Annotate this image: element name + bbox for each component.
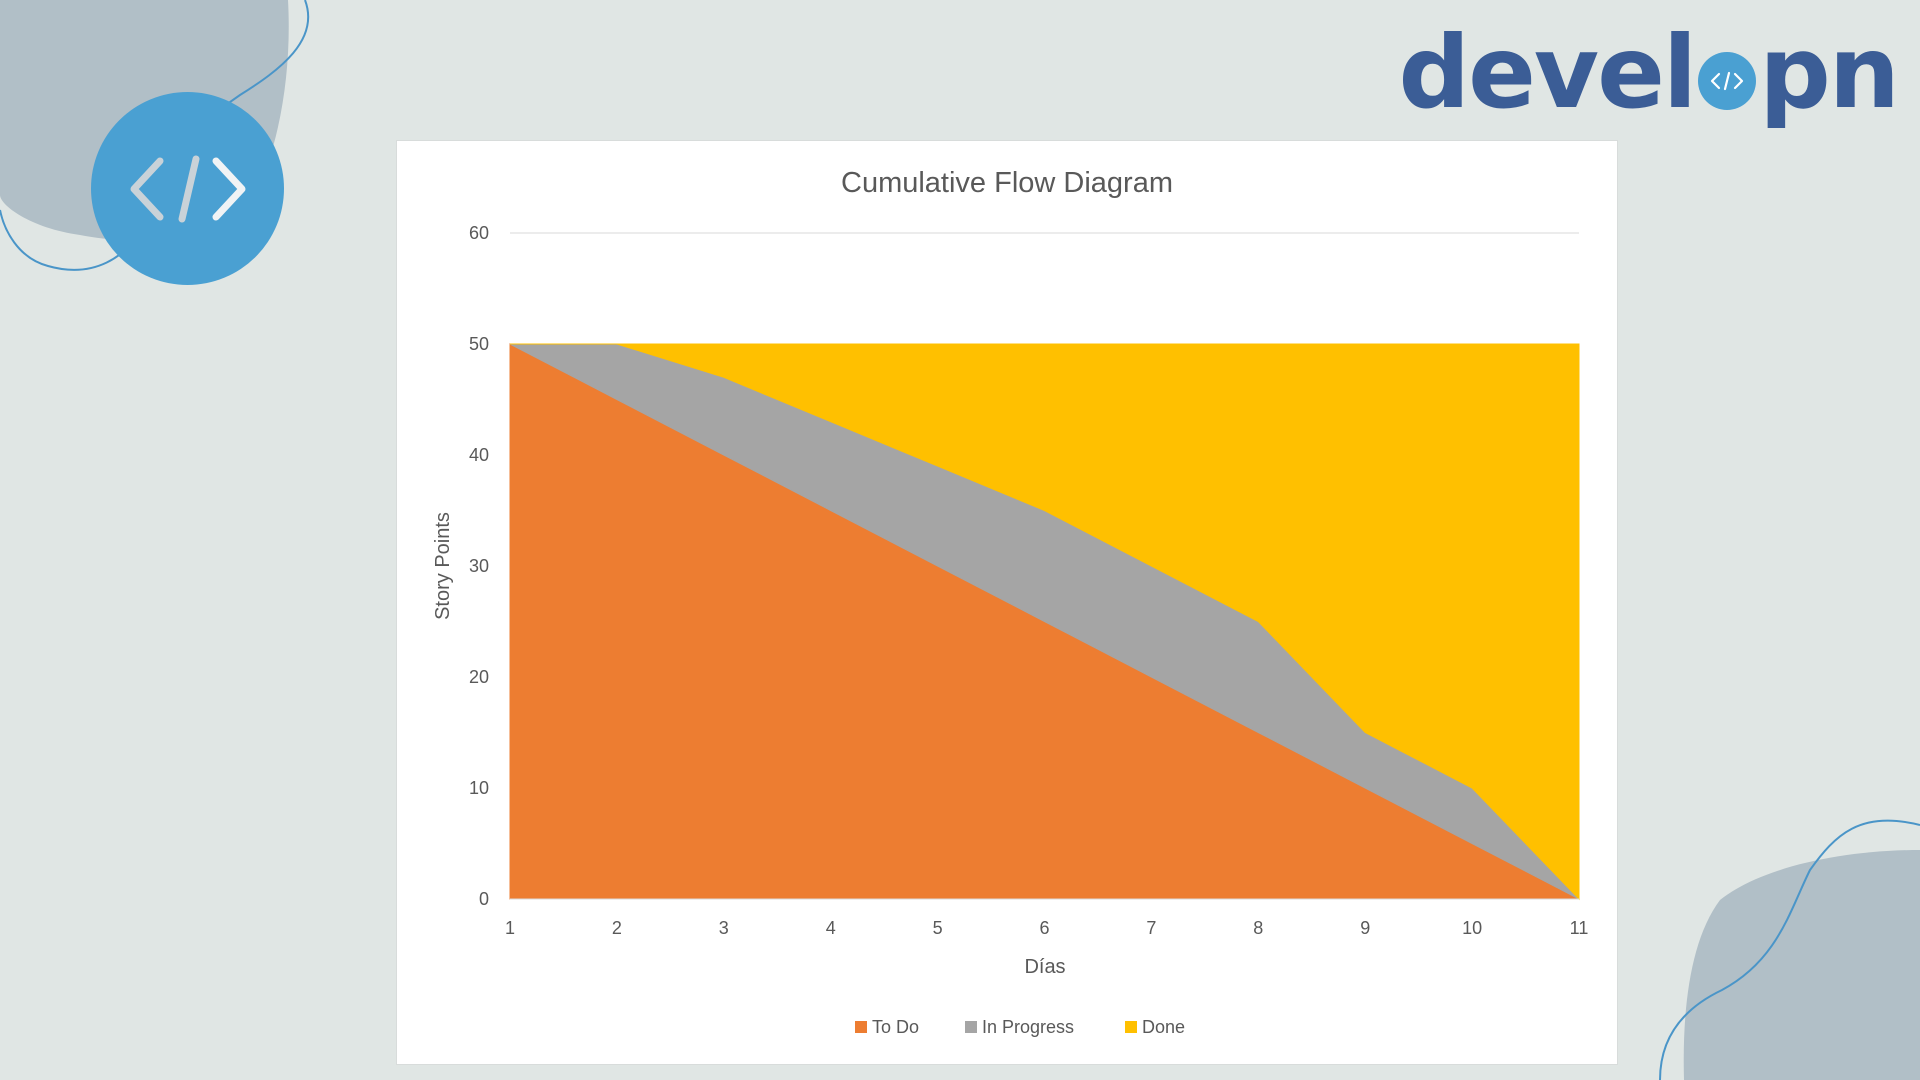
- legend-label-done: Done: [1142, 1017, 1185, 1037]
- brand-mark: [1698, 52, 1757, 110]
- code-brackets-icon: [1711, 71, 1744, 91]
- brand-text-start: devel: [1398, 14, 1698, 131]
- x-tick-label: 2: [612, 918, 622, 938]
- brand-text-end: pn: [1759, 14, 1900, 131]
- y-tick-label: 0: [479, 889, 489, 909]
- legend-swatch-to-do: [855, 1021, 867, 1033]
- code-badge: [91, 92, 284, 285]
- y-tick-label: 50: [469, 334, 489, 354]
- brand-logo: devel pn: [1398, 14, 1900, 131]
- y-tick-label: 40: [469, 445, 489, 465]
- x-tick-label: 7: [1146, 918, 1156, 938]
- y-tick-label: 30: [469, 556, 489, 576]
- y-tick-label: 10: [469, 778, 489, 798]
- cumulative-flow-chart: 0 10 20 30 40 50 60 1 2 3 4 5 6 7 8 9 10 11 Cumulative Flo…: [432, 167, 1589, 1037]
- x-tick-label: 8: [1253, 918, 1263, 938]
- area-series-done: [510, 343, 1580, 901]
- x-tick-label: 11: [1570, 918, 1589, 938]
- x-tick-label: 4: [826, 918, 836, 938]
- x-axis-title: Días: [1024, 956, 1065, 978]
- x-tick-label: 3: [719, 918, 729, 938]
- x-tick-label: 9: [1360, 918, 1370, 938]
- code-brackets-icon: [130, 155, 245, 222]
- x-tick-label: 5: [933, 918, 943, 938]
- x-tick-label: 1: [505, 918, 515, 938]
- legend-swatch-in-progress: [965, 1021, 977, 1033]
- legend-label-in-progress: In Progress: [982, 1017, 1074, 1037]
- x-tick-label: 6: [1039, 918, 1049, 938]
- x-tick-label: 10: [1462, 918, 1482, 938]
- y-tick-label: 60: [469, 223, 489, 243]
- chart-card: 0 10 20 30 40 50 60 1 2 3 4 5 6 7 8 9 10 11 Cumulative Flo…: [396, 140, 1618, 1065]
- legend-label-to-do: To Do: [872, 1017, 919, 1037]
- y-tick-label: 20: [469, 667, 489, 687]
- bottom-right-line: [1659, 819, 1920, 1080]
- bottom-right-blob: [1683, 850, 1920, 1080]
- chart-title: Cumulative Flow Diagram: [841, 167, 1173, 199]
- y-axis-title: Story Points: [432, 512, 454, 620]
- legend-swatch-done: [1125, 1021, 1137, 1033]
